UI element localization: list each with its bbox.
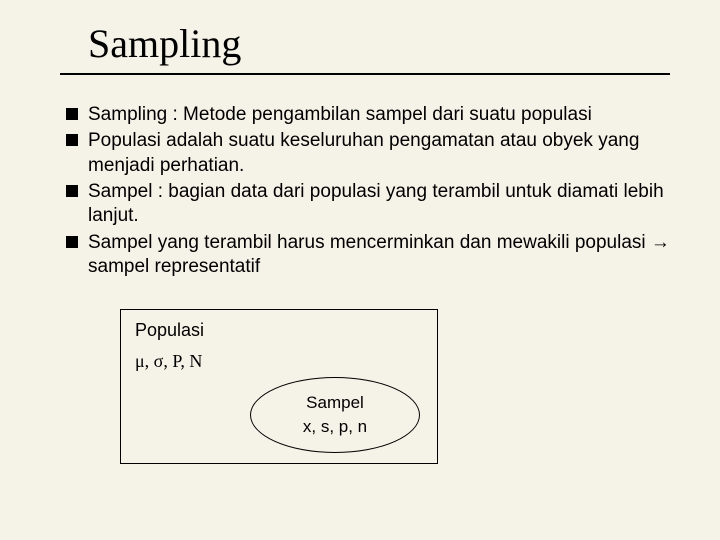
bullet-item: Populasi adalah suatu keseluruhan pengam… <box>66 129 670 178</box>
sample-oval: Sampel x, s, p, n <box>250 377 420 453</box>
bullet-item: Sampel yang terambil harus mencerminkan … <box>66 231 670 280</box>
sample-label: Sampel <box>306 393 364 413</box>
bullet-list: Sampling : Metode pengambilan sampel dar… <box>60 103 670 279</box>
population-label: Populasi <box>135 320 423 341</box>
title-rule <box>60 73 670 75</box>
sample-params: x, s, p, n <box>303 417 367 437</box>
population-params: μ, σ, P, N <box>135 351 423 372</box>
population-sample-diagram: Populasi μ, σ, P, N Sampel x, s, p, n <box>120 309 450 469</box>
bullet-item: Sampel : bagian data dari populasi yang … <box>66 180 670 229</box>
slide-container: Sampling Sampling : Metode pengambilan s… <box>0 0 720 489</box>
bullet-item: Sampling : Metode pengambilan sampel dar… <box>66 103 670 127</box>
slide-title: Sampling <box>88 20 670 67</box>
